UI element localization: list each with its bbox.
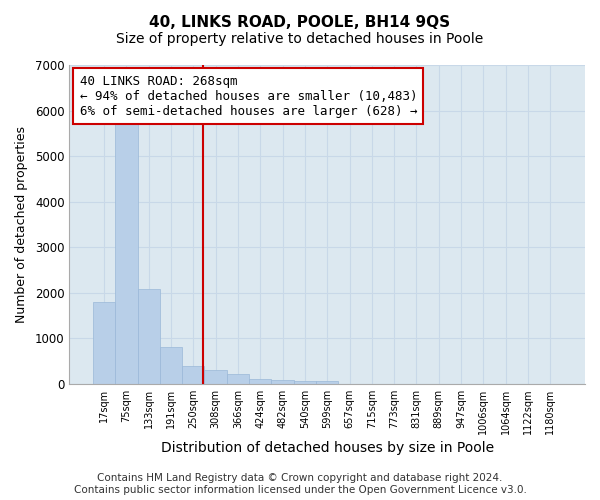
Bar <box>227 374 249 384</box>
Text: 40 LINKS ROAD: 268sqm
← 94% of detached houses are smaller (10,483)
6% of semi-d: 40 LINKS ROAD: 268sqm ← 94% of detached … <box>80 74 417 118</box>
Bar <box>160 348 182 384</box>
Bar <box>316 381 338 384</box>
Bar <box>93 302 115 384</box>
Bar <box>271 380 294 384</box>
Bar <box>115 120 137 384</box>
X-axis label: Distribution of detached houses by size in Poole: Distribution of detached houses by size … <box>161 441 494 455</box>
Bar <box>137 289 160 384</box>
Y-axis label: Number of detached properties: Number of detached properties <box>15 126 28 323</box>
Bar <box>249 379 271 384</box>
Bar <box>205 370 227 384</box>
Text: Contains HM Land Registry data © Crown copyright and database right 2024.
Contai: Contains HM Land Registry data © Crown c… <box>74 474 526 495</box>
Text: 40, LINKS ROAD, POOLE, BH14 9QS: 40, LINKS ROAD, POOLE, BH14 9QS <box>149 15 451 30</box>
Bar <box>182 366 205 384</box>
Bar <box>294 381 316 384</box>
Text: Size of property relative to detached houses in Poole: Size of property relative to detached ho… <box>116 32 484 46</box>
